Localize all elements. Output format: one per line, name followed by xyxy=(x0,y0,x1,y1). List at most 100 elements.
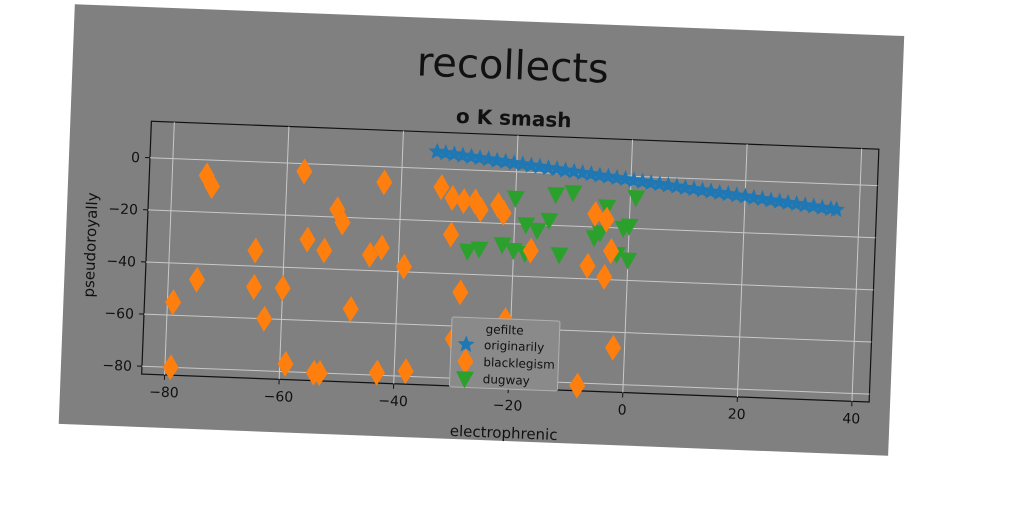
star-point xyxy=(779,193,797,211)
diamond-point xyxy=(256,305,273,332)
triangle-point xyxy=(517,217,536,235)
diamond-point xyxy=(188,266,205,293)
diamond-point xyxy=(569,372,586,399)
star-point xyxy=(445,145,463,162)
triangle-point xyxy=(619,252,638,270)
triangle-point xyxy=(458,243,477,261)
diamond-point xyxy=(444,185,461,212)
star-point xyxy=(574,164,592,181)
star-point xyxy=(531,157,549,175)
triangle-point xyxy=(506,190,525,208)
diamond-point xyxy=(603,238,620,265)
x-tick-label: 20 xyxy=(727,407,745,424)
diamond-point xyxy=(296,158,313,185)
y-tick-label: −20 xyxy=(108,201,138,218)
triangle-point xyxy=(540,212,559,231)
star-point xyxy=(471,149,489,166)
triangle-point xyxy=(547,186,566,205)
star-point xyxy=(770,192,788,209)
y-tick-label: 0 xyxy=(131,150,141,166)
y-grid-line xyxy=(145,261,874,291)
triangle-point xyxy=(550,247,569,265)
star-point xyxy=(454,146,472,164)
diamond-point xyxy=(342,295,359,322)
data-marks xyxy=(162,142,846,399)
star-point xyxy=(599,167,617,185)
legend-marker-star xyxy=(457,335,475,352)
triangle-point xyxy=(470,241,489,259)
diamond-point xyxy=(376,169,393,196)
x-grid-line xyxy=(393,130,404,384)
star-point xyxy=(616,170,634,187)
diamond-point xyxy=(334,209,351,236)
diamond-point xyxy=(455,188,472,215)
star-point xyxy=(753,190,771,207)
star-point xyxy=(608,169,626,186)
star-point xyxy=(762,191,780,208)
diamond-point xyxy=(433,174,450,201)
diamond-point xyxy=(596,263,613,290)
star-point xyxy=(633,172,652,190)
triangle-point xyxy=(627,189,646,208)
diamond-point xyxy=(162,354,179,381)
legend-item: blacklegism xyxy=(457,348,555,375)
y-tick-label: −80 xyxy=(102,358,132,375)
legend-title: gefilte xyxy=(485,322,523,337)
diamond-point xyxy=(361,241,378,268)
diamond-point xyxy=(316,237,333,264)
star-point xyxy=(659,176,677,193)
x-tick-label: −60 xyxy=(263,389,293,406)
diamond-point xyxy=(605,334,622,361)
chart-title: recollects xyxy=(416,39,610,92)
x-grid-line xyxy=(851,148,863,402)
diamond-point xyxy=(443,221,460,248)
diamond-point xyxy=(368,359,385,386)
star-point xyxy=(428,142,446,160)
legend-marker-triangle-down xyxy=(456,371,475,389)
diamond-point xyxy=(467,188,484,215)
diamond-point xyxy=(311,360,328,387)
x-grid-line xyxy=(278,126,290,380)
star-point xyxy=(462,147,480,165)
star-point xyxy=(668,177,686,195)
grid xyxy=(141,122,878,402)
diamond-point xyxy=(246,274,263,300)
triangle-point xyxy=(528,222,547,241)
diamond-point xyxy=(472,196,489,223)
star-point xyxy=(651,175,669,192)
star-point xyxy=(514,155,532,172)
star-point xyxy=(676,178,694,196)
diamond-point xyxy=(495,200,512,227)
y-tick-label: −60 xyxy=(104,306,134,323)
axis-ticks: −80 −60 −40 −20 0 20 40 0 −20 −40 −60 −80 xyxy=(102,150,860,428)
star-point xyxy=(479,150,498,167)
diamond-point xyxy=(598,206,615,233)
star-point xyxy=(788,194,806,212)
star-point xyxy=(548,160,566,177)
legend-box xyxy=(448,316,561,392)
legend-label: originarily xyxy=(484,338,545,354)
star-point xyxy=(796,196,814,213)
legend-label: dugway xyxy=(482,372,530,388)
y-tick-label: −40 xyxy=(106,253,136,270)
x-tick-label: 40 xyxy=(842,411,860,428)
star-point xyxy=(745,188,763,206)
star-point xyxy=(736,187,754,204)
star-point xyxy=(710,183,729,201)
triangle-point xyxy=(564,184,583,203)
star-point xyxy=(488,151,506,169)
x-axis-label: electrophrenic xyxy=(449,422,557,444)
legend-item: originarily xyxy=(457,335,545,354)
star-point xyxy=(497,152,515,170)
diamond-point xyxy=(587,200,604,227)
y-grid-line xyxy=(147,209,876,239)
star-point xyxy=(702,182,720,200)
diamond-point xyxy=(274,275,291,302)
y-grid-line xyxy=(149,157,878,187)
star-point xyxy=(565,162,583,180)
diamond-point xyxy=(198,162,215,189)
x-grid-line xyxy=(164,122,175,375)
